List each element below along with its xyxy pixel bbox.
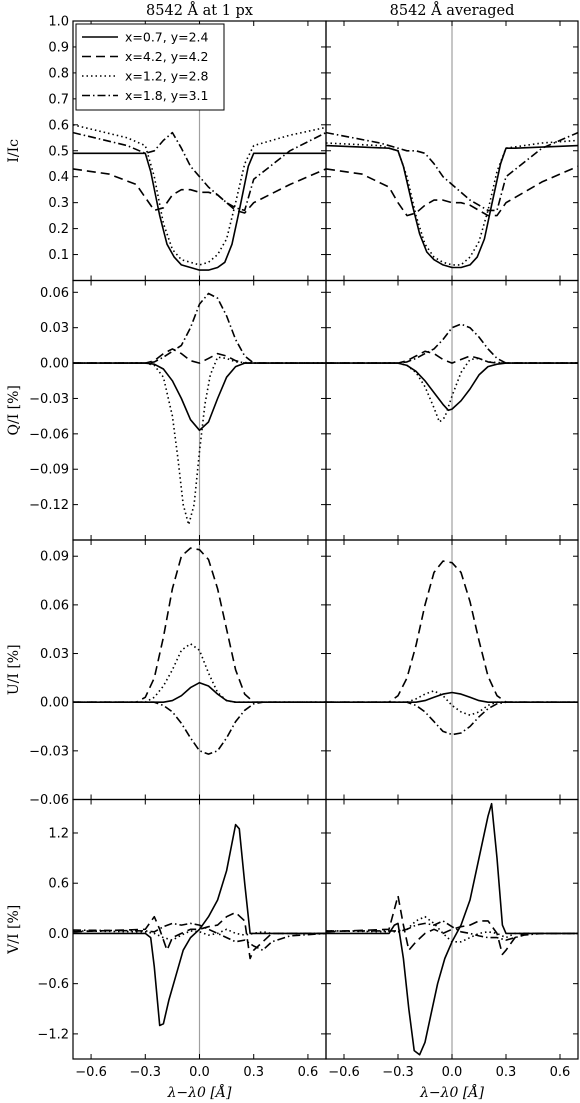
ytick-label-r0: 0.3	[48, 196, 69, 211]
ytick-label-r2: 0.00	[40, 696, 69, 711]
ytick-label-r3: 0.0	[48, 927, 69, 942]
panel-frame-r3-p1	[325, 798, 579, 1060]
series-dashdot-r1-p1	[326, 323, 578, 364]
legend-label-dashdot: x=1.8, y=3.1	[125, 88, 208, 103]
ylabel-r2: U/I [%]	[6, 644, 22, 695]
legend-label-dotted: x=1.2, y=2.8	[125, 69, 208, 84]
ytick-label-r2: 0.03	[40, 647, 69, 662]
ytick-label-r2: 0.06	[40, 598, 69, 613]
series-solid-r2-p1	[326, 691, 578, 704]
series-dashdot-r0-p1	[326, 131, 578, 212]
xtick-label-p1: −0.3	[382, 1065, 414, 1080]
series-solid-r1-p0	[73, 362, 326, 432]
legend-label-solid: x=0.7, y=2.4	[125, 30, 208, 45]
xtick-label-p0: 0.3	[243, 1065, 264, 1080]
ytick-label-r0: 0.7	[48, 92, 69, 107]
series-dashed-r0-p1	[326, 165, 578, 217]
xtick-label-p1: 0.3	[496, 1065, 517, 1080]
ytick-label-r3: −0.6	[37, 977, 69, 992]
ytick-label-r2: 0.09	[40, 550, 69, 565]
ytick-label-r2: −0.06	[29, 793, 69, 808]
ytick-label-r3: 1.2	[48, 826, 69, 841]
ytick-label-r0: 0.8	[48, 66, 69, 81]
series-dashed-r3-p0	[73, 911, 326, 960]
ytick-label-r0: 0.9	[48, 40, 69, 55]
ylabel-r1: Q/I [%]	[6, 385, 22, 435]
ytick-label-r0: 0.2	[48, 222, 69, 237]
ytick-label-r2: −0.03	[29, 744, 69, 759]
series-dashed-r2-p1	[326, 560, 578, 704]
ytick-label-r0: 0.6	[48, 118, 69, 133]
series-dotted-r0-p1	[326, 139, 578, 266]
ytick-label-r0: 1.0	[48, 15, 69, 30]
xtick-label-p0: 0.6	[298, 1065, 319, 1080]
ylabel-r0: I/Ic	[6, 139, 22, 163]
column-title-1: 8542 Å averaged	[390, 1, 515, 19]
ytick-label-r1: −0.03	[29, 392, 69, 407]
xlabel-p0: λ−λ0 [Å]	[167, 1083, 232, 1101]
series-dotted-r0-p0	[73, 124, 326, 266]
series-dashdot-r3-p0	[73, 922, 326, 952]
series-dashdot-r2-p0	[73, 701, 326, 755]
series-dashed-r0-p0	[73, 168, 326, 214]
xtick-label-p0: −0.3	[129, 1065, 161, 1080]
ytick-label-r1: −0.06	[29, 427, 69, 442]
ytick-label-r1: 0.06	[40, 286, 69, 301]
xtick-label-p1: −0.6	[328, 1065, 360, 1080]
series-dotted-r2-p0	[73, 642, 326, 704]
series-solid-r3-p0	[73, 823, 326, 1027]
series-solid-r3-p1	[326, 802, 578, 1056]
xtick-label-p1: 0.0	[442, 1065, 463, 1080]
xtick-label-p0: −0.6	[75, 1065, 107, 1080]
ytick-label-r1: −0.12	[29, 498, 69, 513]
ytick-label-r1: 0.03	[40, 321, 69, 336]
series-dashed-r1-p0	[73, 348, 326, 364]
series-dashdot-r3-p1	[326, 920, 578, 941]
xtick-label-p0: 0.0	[189, 1065, 210, 1080]
series-solid-r2-p0	[73, 681, 326, 704]
legend-label-dashed: x=4.2, y=4.2	[125, 49, 208, 64]
ytick-label-r0: 0.4	[48, 170, 69, 185]
series-dotted-r2-p1	[326, 689, 578, 717]
xtick-label-p1: 0.6	[550, 1065, 571, 1080]
xlabel-p1: λ−λ0 [Å]	[419, 1083, 484, 1101]
ytick-label-r3: 0.6	[48, 877, 69, 892]
column-title-0: 8542 Å at 1 px	[146, 1, 253, 19]
ytick-label-r3: −1.2	[37, 1027, 69, 1042]
series-dotted-r3-p1	[326, 915, 578, 943]
ylabel-r3: V/I [%]	[6, 905, 22, 955]
ytick-label-r1: 0.00	[40, 357, 69, 372]
series-dashed-r2-p0	[73, 547, 326, 704]
ytick-label-r0: 0.1	[48, 248, 69, 263]
series-dashdot-r1-p0	[73, 292, 326, 364]
series-dashdot-r2-p1	[326, 701, 578, 736]
ytick-label-r1: −0.09	[29, 463, 69, 478]
series-dashdot-r0-p0	[73, 131, 326, 212]
ytick-label-r0: 0.5	[48, 144, 69, 159]
series-solid-r0-p0	[73, 152, 326, 271]
series-dotted-r3-p0	[73, 928, 326, 941]
